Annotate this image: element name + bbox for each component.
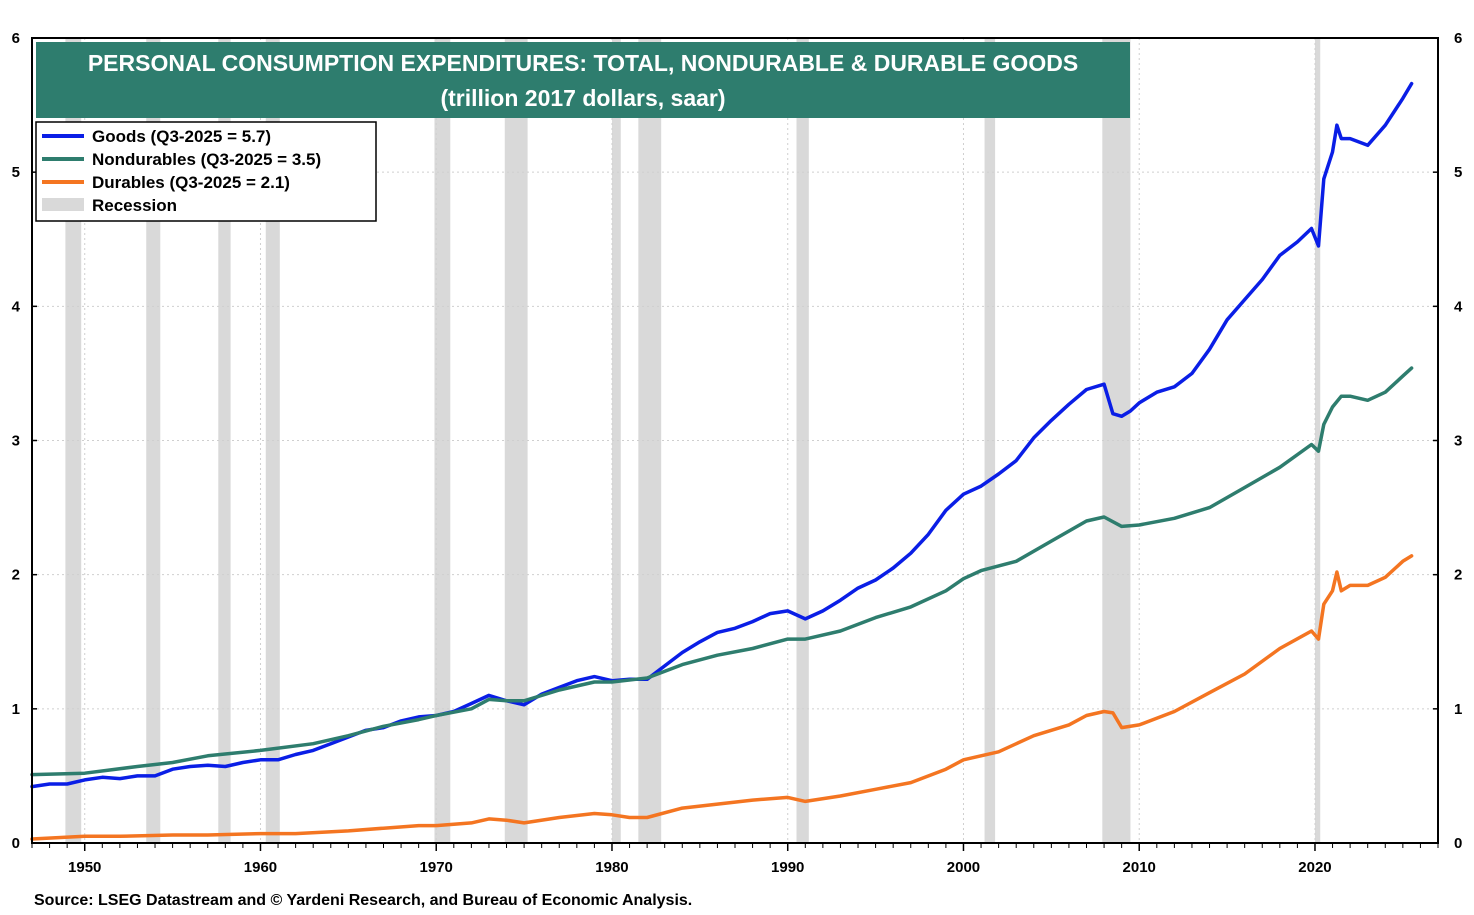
y-tick-label-right-3: 3 [1454, 433, 1462, 450]
y-tick-label-left-2: 2 [12, 567, 20, 584]
y-tick-label-right-5: 5 [1454, 164, 1462, 181]
recession-band-6 [504, 38, 528, 843]
series-line-goods [30, 81, 1414, 789]
y-tick-label-left-6: 6 [12, 30, 20, 47]
legend-swatch-recession [42, 198, 84, 211]
y-tick-label-right-0: 0 [1454, 835, 1462, 852]
x-tick-label-1970: 1970 [420, 859, 453, 876]
x-tick-label-1980: 1980 [595, 859, 628, 876]
recession-band-11 [1102, 38, 1131, 843]
x-tick-label-1950: 1950 [68, 859, 101, 876]
series-lines [30, 81, 1414, 841]
legend-box [35, 121, 377, 222]
x-tick-label-2010: 2010 [1123, 859, 1156, 876]
y-tick-label-right-2: 2 [1454, 567, 1462, 584]
legend-label-nondurables: Nondurables (Q3-2025 = 3.5) [92, 150, 321, 169]
y-tick-label-right-4: 4 [1454, 298, 1463, 315]
x-tick-label-1990: 1990 [771, 859, 804, 876]
legend-label-goods: Goods (Q3-2025 = 5.7) [92, 127, 271, 146]
x-tick-label-1960: 1960 [244, 859, 277, 876]
recession-band-8 [638, 38, 662, 843]
series-line-durables [30, 554, 1414, 841]
chart-subtitle: (trillion 2017 dollars, saar) [440, 85, 725, 111]
y-tick-label-left-5: 5 [12, 164, 20, 181]
source-note: Source: LSEG Datastream and © Yardeni Re… [34, 892, 692, 909]
chart-title: PERSONAL CONSUMPTION EXPENDITURES: TOTAL… [88, 50, 1078, 76]
title-banner [36, 42, 1130, 118]
axis-ticks: 0 0 1 1 2 2 3 3 4 4 5 5 6 6 1950 1960 1970 1980 1990 2000 20… [12, 30, 1463, 876]
y-tick-label-left-0: 0 [12, 835, 20, 852]
recession-band-10 [984, 38, 996, 843]
y-tick-label-left-3: 3 [12, 433, 20, 450]
legend-label-recession: Recession [92, 196, 177, 215]
legend: Goods (Q3-2025 = 5.7) Nondurables (Q3-20… [35, 121, 377, 222]
legend-label-durables: Durables (Q3-2025 = 2.1) [92, 173, 290, 192]
y-tick-label-left-1: 1 [12, 701, 20, 718]
y-tick-label-right-1: 1 [1454, 701, 1462, 718]
recession-band-7 [611, 38, 621, 843]
x-tick-label-2020: 2020 [1298, 859, 1331, 876]
grid-lines [32, 38, 1438, 843]
y-tick-label-right-6: 6 [1454, 30, 1462, 47]
recession-band-3 [218, 38, 231, 843]
x-tick-label-2000: 2000 [947, 859, 980, 876]
series-line-nondurables [30, 366, 1414, 777]
y-tick-label-left-4: 4 [12, 298, 21, 315]
